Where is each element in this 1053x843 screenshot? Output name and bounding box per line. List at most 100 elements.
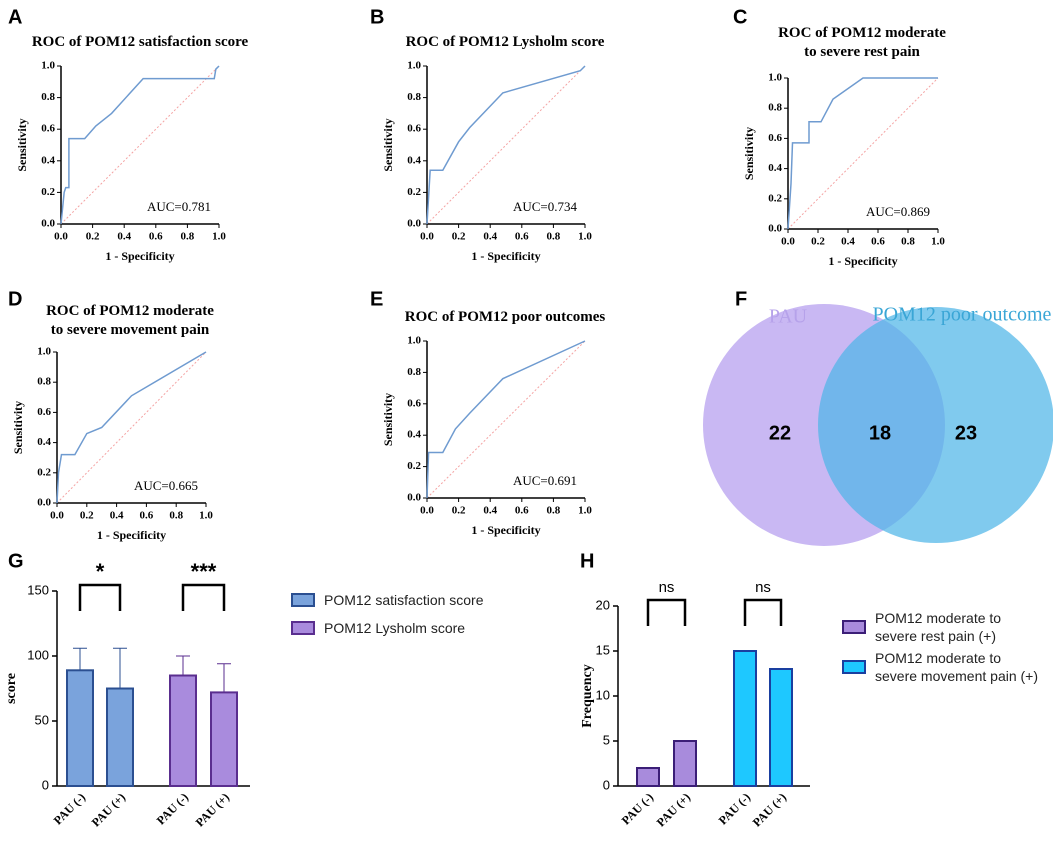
- y-tick-label: 1.0: [407, 60, 421, 72]
- x-tick-label: PAU (-): [716, 790, 753, 827]
- y-tick-label: 0.0: [407, 492, 421, 504]
- roc-curve: [56, 351, 207, 504]
- y-axis-label: Sensitivity: [742, 127, 756, 180]
- x-tick-label: 0.8: [547, 231, 561, 243]
- error-bar: [73, 647, 87, 671]
- x-tick-label: 0.4: [483, 231, 497, 243]
- x-tick-label: PAU (-): [154, 790, 191, 827]
- legend-label: POM12 moderate to severe movement pain (…: [875, 650, 1039, 684]
- legend-label: POM12 moderate to severe rest pain (+): [875, 610, 1002, 644]
- y-tick-label: 0: [603, 777, 610, 792]
- y-tick-label: 0.8: [41, 91, 55, 103]
- bar: [673, 740, 697, 787]
- venn-set-label: POM12 poor outcome: [873, 304, 1052, 326]
- y-tick-label: 10: [596, 687, 610, 702]
- y-tick-label: 1.0: [37, 346, 51, 358]
- reference-line: [60, 65, 220, 225]
- y-tick-label: 0.2: [407, 186, 421, 198]
- x-tick-label: 0.8: [901, 236, 915, 248]
- x-tick-label: PAU (+): [89, 790, 128, 829]
- legend-label: POM12 satisfaction score: [324, 592, 484, 608]
- bar: [210, 691, 238, 788]
- venn-count: 23: [955, 422, 977, 444]
- x-tick-label: 0.0: [420, 231, 434, 243]
- legend-swatch: [291, 593, 315, 607]
- y-tick-label: 0.2: [768, 192, 782, 204]
- x-tick-label: PAU (+): [193, 790, 232, 829]
- reference-line: [56, 351, 207, 504]
- chart-title: ROC of POM12 moderate to severe movement…: [46, 303, 214, 338]
- y-tick-label: 0.6: [407, 397, 421, 409]
- y-tick-label: 0.8: [407, 366, 421, 378]
- auc-annotation: AUC=0.691: [513, 473, 577, 488]
- bar: [169, 674, 197, 787]
- x-tick-label: 1.0: [212, 231, 226, 243]
- roc-curve: [60, 65, 220, 225]
- x-tick-label: 0.0: [781, 236, 795, 248]
- x-tick-label: 1.0: [199, 510, 213, 522]
- panel-label: C: [733, 6, 747, 28]
- y-tick-label: 0: [42, 777, 49, 792]
- y-tick-label: 0.8: [768, 102, 782, 114]
- auc-annotation: AUC=0.665: [134, 478, 198, 493]
- y-axis-label: Frequency: [580, 664, 595, 728]
- x-tick-label: 0.0: [50, 510, 64, 522]
- y-tick-label: 0.6: [41, 123, 55, 135]
- y-tick-label: 0.4: [768, 162, 782, 174]
- y-tick-label: 0.6: [37, 406, 51, 418]
- reference-line: [426, 65, 586, 225]
- x-tick-label: 0.6: [515, 505, 529, 517]
- error-bar: [176, 655, 190, 676]
- venn-count: 18: [869, 422, 891, 444]
- y-tick-label: 0.2: [37, 466, 51, 478]
- panel-label: A: [8, 6, 22, 28]
- x-tick-label: 0.0: [54, 231, 68, 243]
- reference-line: [787, 77, 939, 230]
- significance-bracket: [78, 583, 122, 611]
- reference-line: [426, 340, 586, 499]
- x-tick-label: PAU (+): [750, 790, 789, 829]
- x-tick-label: 0.6: [140, 510, 154, 522]
- roc-curve: [426, 340, 586, 499]
- y-tick-label: 0.2: [407, 460, 421, 472]
- panel-label: E: [370, 288, 383, 310]
- y-tick-label: 0.6: [768, 132, 782, 144]
- chart-title: ROC of POM12 satisfaction score: [31, 34, 249, 50]
- y-tick-label: 20: [596, 597, 610, 612]
- x-tick-label: 0.4: [483, 505, 497, 517]
- x-tick-label: 1.0: [578, 505, 592, 517]
- roc-curve: [787, 77, 938, 230]
- error-bar: [217, 663, 231, 693]
- y-axis-label: Sensitivity: [11, 401, 25, 454]
- bar: [636, 767, 660, 787]
- legend-swatch: [291, 621, 315, 635]
- x-tick-label: 0.6: [871, 236, 885, 248]
- auc-annotation: AUC=0.734: [513, 199, 578, 214]
- legend-label: POM12 Lysholm score: [324, 620, 466, 636]
- panel-label: F: [735, 288, 747, 310]
- x-tick-label: 0.2: [452, 231, 466, 243]
- y-tick-label: 150: [27, 582, 49, 597]
- x-tick-label: 0.2: [811, 236, 825, 248]
- y-tick-label: 100: [27, 647, 49, 662]
- y-tick-label: 0.8: [407, 91, 421, 103]
- x-tick-label: PAU (-): [51, 790, 88, 827]
- x-axis-label: 1 - Specificity: [97, 528, 166, 542]
- panel-label: B: [370, 6, 384, 28]
- x-tick-label: 1.0: [931, 236, 945, 248]
- x-tick-label: 0.2: [452, 505, 466, 517]
- significance-label: ns: [755, 579, 771, 596]
- panel-label: G: [8, 550, 24, 572]
- y-tick-label: 0.4: [41, 154, 55, 166]
- y-tick-label: 0.4: [37, 436, 51, 448]
- roc-curve: [426, 65, 586, 225]
- y-tick-label: 0.0: [407, 218, 421, 230]
- x-tick-label: 0.2: [86, 231, 100, 243]
- significance-bracket: [743, 598, 783, 626]
- chart-title: ROC of POM12 Lysholm score: [405, 34, 605, 50]
- x-tick-label: 0.2: [80, 510, 94, 522]
- y-axis-label: Sensitivity: [381, 118, 395, 171]
- x-tick-label: 0.8: [547, 505, 561, 517]
- significance-bracket: [181, 583, 226, 611]
